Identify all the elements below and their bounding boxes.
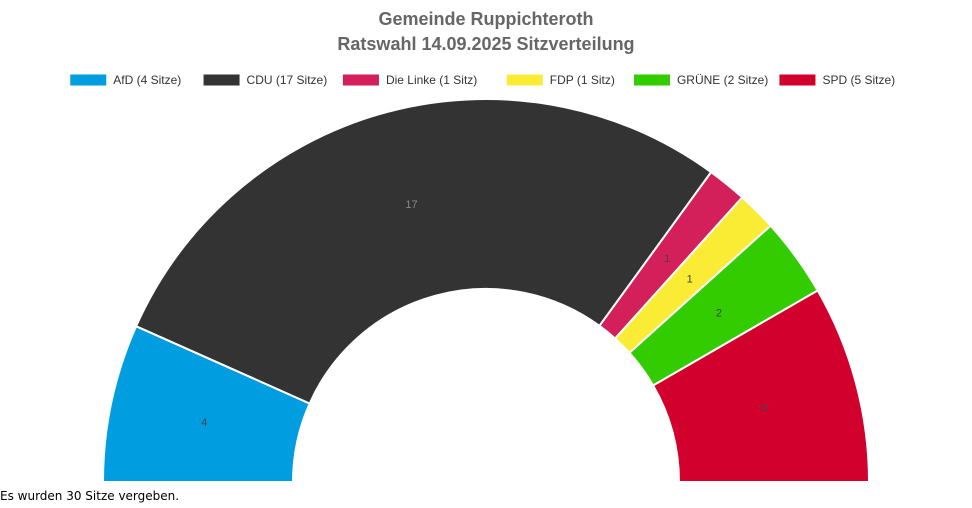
legend-label: CDU (17 Sitze): [247, 73, 328, 87]
legend-label: GRÜNE (2 Sitze): [677, 73, 768, 87]
seat-labels: 4 17 1 1 2 5: [201, 199, 767, 429]
legend-label: SPD (5 Sitze): [822, 73, 895, 87]
seats-footnote: Es wurden 30 Sitze vergeben.: [0, 489, 180, 503]
seat-arc-spd[interactable]: [651, 289, 871, 483]
legend-item-fdp[interactable]: FDP (1 Sitz): [506, 73, 615, 87]
legend-label: Die Linke (1 Sitz): [386, 73, 477, 87]
legend-swatch: [779, 74, 816, 86]
legend-swatch: [506, 74, 543, 86]
chart-title: Gemeinde Ruppichteroth: [378, 9, 593, 29]
chart-subtitle: Ratswahl 14.09.2025 Sitzverteilung: [337, 34, 634, 54]
chart-canvas: Gemeinde Ruppichteroth Ratswahl 14.09.20…: [70, 9, 895, 483]
seat-count-label: 1: [664, 253, 670, 265]
legend-item-spd[interactable]: SPD (5 Sitze): [779, 73, 895, 87]
seat-arc-cdu[interactable]: [134, 98, 713, 405]
legend-label: AfD (4 Sitze): [113, 73, 181, 87]
legend-swatch: [342, 74, 379, 86]
seat-arcs: [101, 98, 871, 483]
seat-count-label: 1: [687, 273, 693, 285]
legend-label: FDP (1 Sitz): [550, 73, 615, 87]
legend-item-gr-ne[interactable]: GRÜNE (2 Sitze): [633, 73, 768, 87]
legend-item-cdu[interactable]: CDU (17 Sitze): [203, 73, 328, 87]
legend-item-afd[interactable]: AfD (4 Sitze): [70, 73, 181, 87]
chart-legend: AfD (4 Sitze) CDU (17 Sitze) Die Linke (1 …: [70, 73, 895, 87]
legend-swatch: [70, 74, 107, 86]
legend-swatch: [633, 74, 670, 86]
seat-count-label: 17: [405, 199, 417, 211]
seat-count-label: 4: [201, 417, 207, 429]
legend-swatch: [203, 74, 240, 86]
legend-item-die-linke[interactable]: Die Linke (1 Sitz): [342, 73, 477, 87]
seat-count-label: 5: [761, 402, 767, 414]
seat-count-label: 2: [716, 308, 722, 320]
